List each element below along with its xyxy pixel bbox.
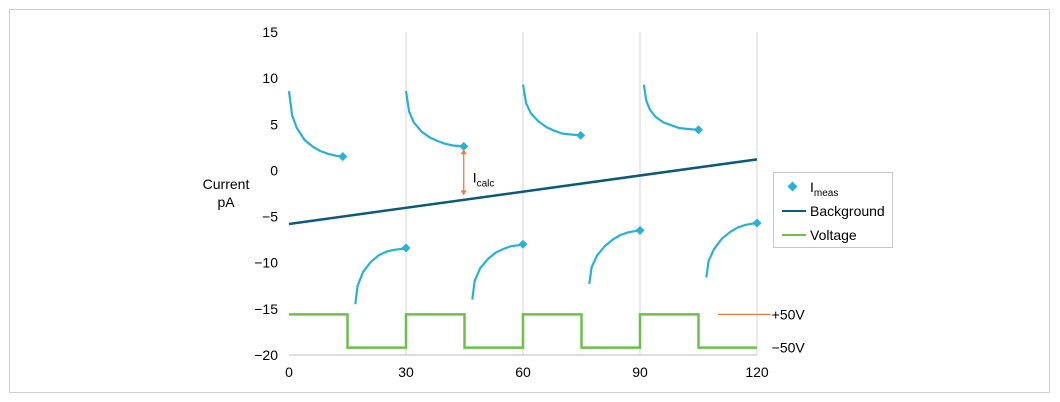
imeas-point bbox=[518, 239, 528, 249]
y-tick-label: 5 bbox=[270, 116, 278, 132]
background-line bbox=[288, 158, 758, 226]
legend-label-background: Background bbox=[810, 203, 885, 219]
imeas-point bbox=[752, 218, 762, 228]
imeas-point bbox=[576, 130, 586, 140]
current-decay-curve bbox=[354, 246, 407, 305]
current-decay-curve bbox=[588, 229, 641, 285]
y-axis-label-line-2: pA bbox=[217, 194, 235, 210]
chart-frame bbox=[9, 9, 1050, 393]
y-axis-label: Current pA bbox=[192, 175, 260, 211]
x-tick-label: 30 bbox=[398, 364, 414, 380]
legend-item-voltage: Voltage bbox=[774, 225, 892, 245]
legend-background-line bbox=[782, 210, 806, 212]
icalc-arrowhead-up bbox=[460, 149, 467, 155]
x-tick-label: 0 bbox=[285, 364, 293, 380]
x-tick-label: 60 bbox=[515, 364, 531, 380]
legend-item-imeas: Imeas bbox=[774, 177, 892, 199]
imeas-point bbox=[401, 243, 411, 253]
imeas-point bbox=[693, 125, 704, 135]
y-tick-label: −5 bbox=[262, 209, 278, 225]
icalc-label: Icalc bbox=[473, 169, 495, 189]
current-decay-curve bbox=[705, 221, 758, 278]
voltage-step-line bbox=[289, 313, 757, 349]
legend-diamond-marker bbox=[787, 181, 798, 192]
y-axis-label-line-1: Current bbox=[202, 176, 250, 192]
y-tick-label: 0 bbox=[270, 162, 278, 178]
y-tick-label: 15 bbox=[262, 24, 278, 40]
legend-voltage-line bbox=[782, 234, 806, 236]
x-tick-label: 120 bbox=[745, 364, 769, 380]
current-decay-curve bbox=[471, 243, 524, 300]
imeas-point bbox=[338, 152, 348, 162]
legend-label-imeas: Imeas bbox=[810, 179, 839, 199]
current-decay-curve bbox=[404, 90, 464, 148]
legend: Imeas Background Voltage bbox=[773, 172, 893, 248]
current-decay-curve bbox=[642, 84, 699, 131]
y-tick-label: −15 bbox=[254, 301, 278, 317]
icalc-arrowhead-down bbox=[460, 190, 467, 196]
legend-item-background: Background bbox=[774, 201, 892, 221]
y-tick-label: 10 bbox=[262, 70, 278, 86]
y-tick-label: −20 bbox=[254, 347, 278, 363]
y-tick-label: −10 bbox=[254, 255, 278, 271]
legend-label-voltage: Voltage bbox=[810, 227, 857, 243]
imeas-point bbox=[635, 225, 645, 235]
x-tick-label: 90 bbox=[632, 364, 648, 380]
current-decay-curve bbox=[521, 84, 581, 137]
plus-50v-label: +50V bbox=[772, 306, 806, 322]
minus-50v-label: −50V bbox=[772, 340, 806, 356]
current-decay-curve bbox=[287, 90, 343, 158]
